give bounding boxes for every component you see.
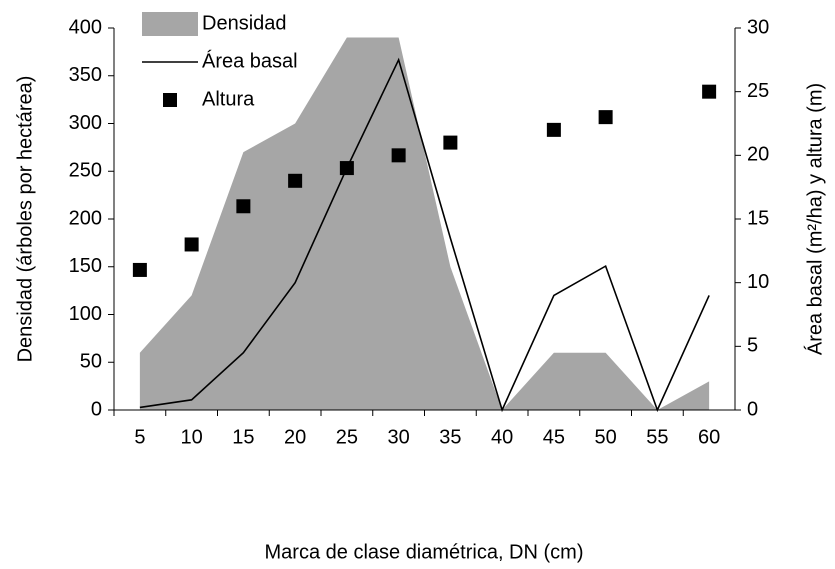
y-tick-label: 50 — [80, 351, 102, 373]
legend-label: Altura — [202, 88, 255, 110]
height-marker — [702, 84, 717, 99]
legend-label: Densidad — [202, 12, 287, 34]
x-tick-label: 40 — [491, 426, 513, 448]
height-marker — [184, 237, 199, 252]
y2-tick-label: 5 — [747, 335, 758, 357]
x-tick-label: 30 — [388, 426, 410, 448]
y-tick-label: 150 — [69, 255, 102, 277]
x-tick-label: 45 — [543, 426, 565, 448]
x-tick-label: 25 — [336, 426, 358, 448]
y2-tick-label: 0 — [747, 398, 758, 420]
height-marker — [391, 148, 406, 163]
x-tick-label: 10 — [181, 426, 203, 448]
height-marker — [132, 262, 147, 277]
height-marker — [546, 122, 561, 137]
x-axis-label: Marca de clase diamétrica, DN (cm) — [265, 541, 584, 563]
y-tick-label: 0 — [91, 398, 102, 420]
x-tick-label: 35 — [439, 426, 461, 448]
x-tick-label: 20 — [284, 426, 306, 448]
y2-tick-label: 25 — [747, 80, 769, 102]
density-area — [139, 37, 710, 411]
legend-swatch — [163, 93, 177, 107]
y-tick-label: 100 — [69, 303, 102, 325]
x-tick-label: 55 — [646, 426, 668, 448]
height-marker — [339, 161, 354, 176]
y-tick-label: 200 — [69, 207, 102, 229]
x-tick-label: 50 — [595, 426, 617, 448]
height-marker — [443, 135, 458, 150]
y-tick-label: 350 — [69, 64, 102, 86]
height-marker — [288, 173, 303, 188]
y-tick-label: 300 — [69, 112, 102, 134]
y2-axis-label: Área basal (m²/ha) y altura (m) — [803, 83, 826, 355]
y-tick-label: 250 — [69, 160, 102, 182]
x-tick-label: 5 — [134, 426, 145, 448]
y2-tick-label: 15 — [747, 207, 769, 229]
legend-label: Área basal — [202, 49, 298, 72]
y-tick-label: 400 — [69, 16, 102, 38]
height-marker — [236, 199, 251, 214]
y2-tick-label: 20 — [747, 144, 769, 166]
basal-area-line — [139, 57, 710, 413]
height-marker — [598, 110, 613, 125]
legend-swatch — [142, 12, 198, 36]
x-tick-label: 60 — [698, 426, 720, 448]
y2-tick-label: 10 — [747, 271, 769, 293]
y2-tick-label: 30 — [747, 16, 769, 38]
x-tick-label: 15 — [232, 426, 254, 448]
y-axis-label: Densidad (árboles por hectárea) — [14, 76, 36, 363]
